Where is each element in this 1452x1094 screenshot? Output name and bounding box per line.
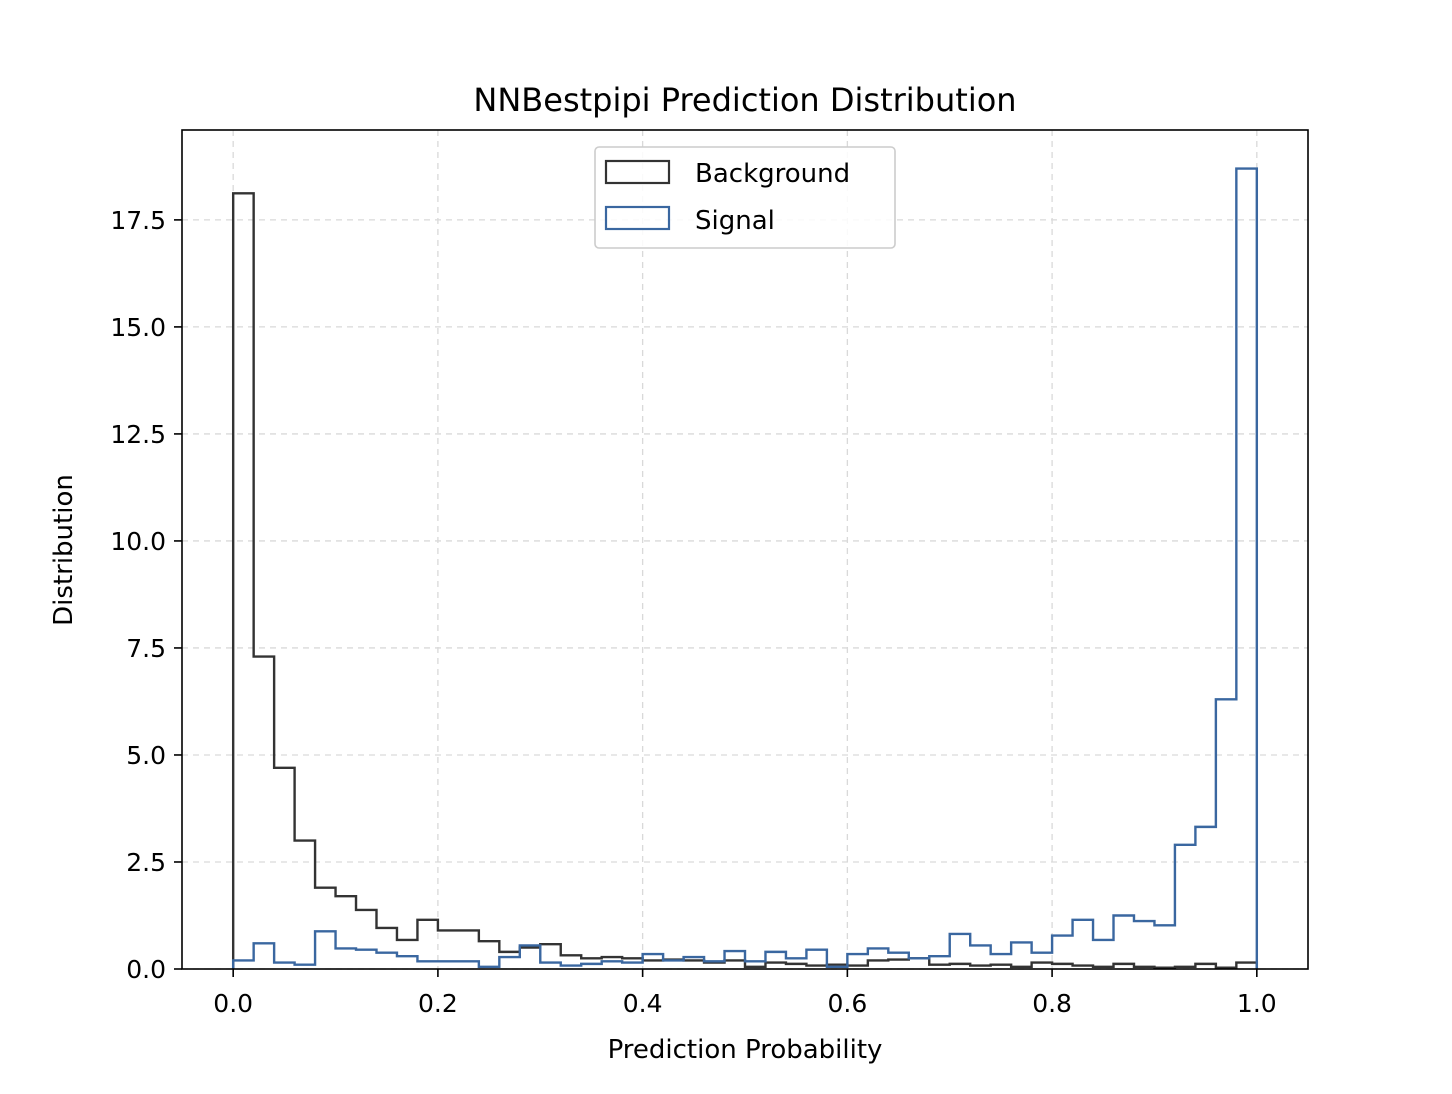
x-axis-label: Prediction Probability (608, 1035, 883, 1065)
y-tick-label: 17.5 (110, 206, 166, 235)
x-tick-label: 0.6 (827, 989, 867, 1018)
legend-swatch-signal (604, 205, 671, 231)
x-tick-label: 0.2 (418, 989, 458, 1018)
legend-label-signal: Signal (695, 206, 775, 236)
legend-label-background: Background (695, 159, 850, 189)
y-tick-label: 10.0 (110, 527, 166, 556)
series-step-outline-background (231, 192, 1259, 969)
x-tick-label: 0.8 (1032, 989, 1072, 1018)
plot-area-frame (181, 129, 1309, 970)
y-axis-ticks: 0.0 2.5 5.0 7.5 10.0 12.5 15.0 17.5 (110, 206, 182, 984)
series-step-outline-signal (231, 167, 1259, 969)
y-axis-label: Distribution (49, 474, 79, 626)
y-tick-label: 12.5 (110, 420, 166, 449)
x-tick-label: 0.4 (623, 989, 663, 1018)
x-tick-label: 1.0 (1237, 989, 1277, 1018)
series-layer (231, 167, 1259, 969)
y-tick-label: 7.5 (126, 634, 166, 663)
legend-swatch-background (604, 159, 671, 185)
y-tick-label: 5.0 (126, 741, 166, 770)
chart-title: NNBestpipi Prediction Distribution (473, 81, 1016, 119)
y-tick-label: 15.0 (110, 313, 166, 342)
y-tick-label: 0.0 (126, 955, 166, 984)
y-tick-label: 2.5 (126, 848, 166, 877)
x-axis-ticks: 0.0 0.2 0.4 0.6 0.8 1.0 (213, 969, 1277, 1018)
x-tick-label: 0.0 (213, 989, 253, 1018)
legend: Background Signal (594, 146, 896, 249)
